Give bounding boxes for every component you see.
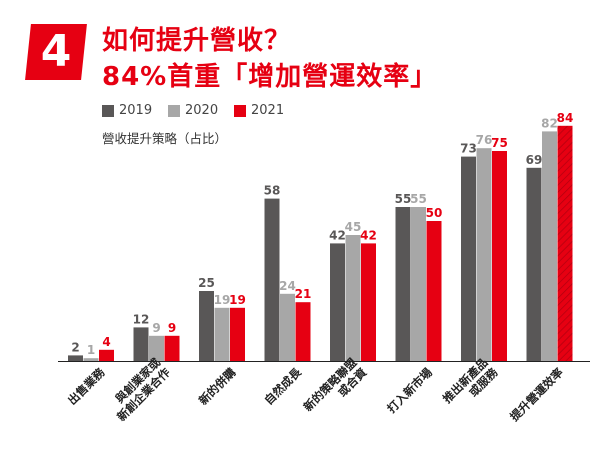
chart-header: 4 如何提升營收？ 84%首重「增加營運效率」 [0,0,600,100]
bar-2020-cat7 [542,131,557,361]
value-label-2021-cat5: 50 [426,206,443,220]
legend-swatch-2019 [102,105,114,117]
bar-2021-cat1 [164,335,180,361]
bar-2019-cat1 [133,327,149,361]
legend-swatch-2020 [168,105,180,117]
bar-2019-cat5 [395,207,411,361]
value-label-2019-cat0: 2 [71,340,79,354]
bar-2020-cat5 [411,207,426,361]
category-label-7-line-0: 提升營運效率 [507,365,566,424]
category-label-0: 出售業務 [65,365,108,408]
bar-2021-cat6 [492,151,507,361]
value-label-2020-cat4: 45 [345,220,362,234]
bar-2020-cat3 [280,293,295,361]
bar-2020-cat1 [149,335,164,361]
bar-2021-cat3 [295,302,311,361]
category-label-1: 與創業家或新創企業合作 [104,355,173,424]
category-label-6: 推出新產品或服務 [440,355,501,416]
value-label-2019-cat2: 25 [198,276,215,290]
value-label-2019-cat1: 12 [133,312,150,326]
category-label-5-line-0: 打入新市場 [384,365,435,416]
value-label-2020-cat6: 76 [476,133,493,147]
legend-label-2020: 2020 [185,103,219,118]
value-label-2021-cat4: 42 [360,228,377,242]
value-label-2021-cat0: 4 [102,335,110,349]
category-label-4: 新的策略聯盟或合資 [301,355,370,424]
legend-label-2019: 2019 [119,103,153,118]
legend-label-2021: 2021 [251,103,285,118]
chart-title: 如何提升營收？ [102,26,292,56]
bar-2019-cat4 [330,243,345,361]
bar-2019-cat0 [68,355,83,361]
chart-axis-caption: 營收提升策略（占比） [102,131,228,146]
bar-2020-cat2 [214,307,230,361]
bar-2019-cat6 [461,156,476,361]
category-label-2-line-0: 新的併購 [196,365,239,408]
value-label-2019-cat3: 58 [264,184,281,198]
category-label-3-line-0: 自然成長 [261,365,304,408]
bar-2019-cat3 [264,198,280,361]
value-label-2019-cat5: 55 [395,192,412,206]
bar-2021-cat4 [361,243,376,361]
category-label-2: 新的併購 [196,365,239,408]
value-label-2020-cat7: 82 [541,116,558,130]
legend-swatch-2021 [234,105,246,117]
value-label-2020-cat2: 19 [214,293,231,307]
value-label-2021-cat2: 19 [229,293,246,307]
category-label-7: 提升營運效率 [507,365,566,424]
value-label-2019-cat6: 73 [460,142,477,156]
bar-2021-cat5 [426,221,442,361]
value-label-2019-cat7: 69 [526,153,543,167]
value-label-2020-cat0: 1 [87,343,95,357]
bar-2019-cat7 [526,167,542,361]
value-label-2021-cat3: 21 [295,287,312,301]
value-label-2020-cat1: 9 [152,321,160,335]
value-label-2021-cat6: 75 [491,136,508,150]
value-label-2020-cat3: 24 [279,279,296,293]
value-label-2020-cat5: 55 [410,192,427,206]
bar-2021-cat7 [557,125,573,361]
category-label-3: 自然成長 [261,365,304,408]
bar-2021-cat2 [230,307,245,361]
value-label-2021-cat7: 84 [557,111,574,125]
bar-2020-cat6 [476,148,492,361]
bar-2021-cat0 [99,349,114,361]
category-label-5: 打入新市場 [384,365,435,416]
bar-2020-cat0 [83,358,99,361]
value-label-2019-cat4: 42 [329,228,346,242]
bar-2020-cat4 [345,235,361,361]
chart-subtitle-headline: 84%首重「增加營運效率」 [102,62,438,92]
bar-2019-cat2 [199,291,214,361]
category-label-0-line-0: 出售業務 [65,365,108,408]
value-label-2021-cat1: 9 [168,321,176,335]
